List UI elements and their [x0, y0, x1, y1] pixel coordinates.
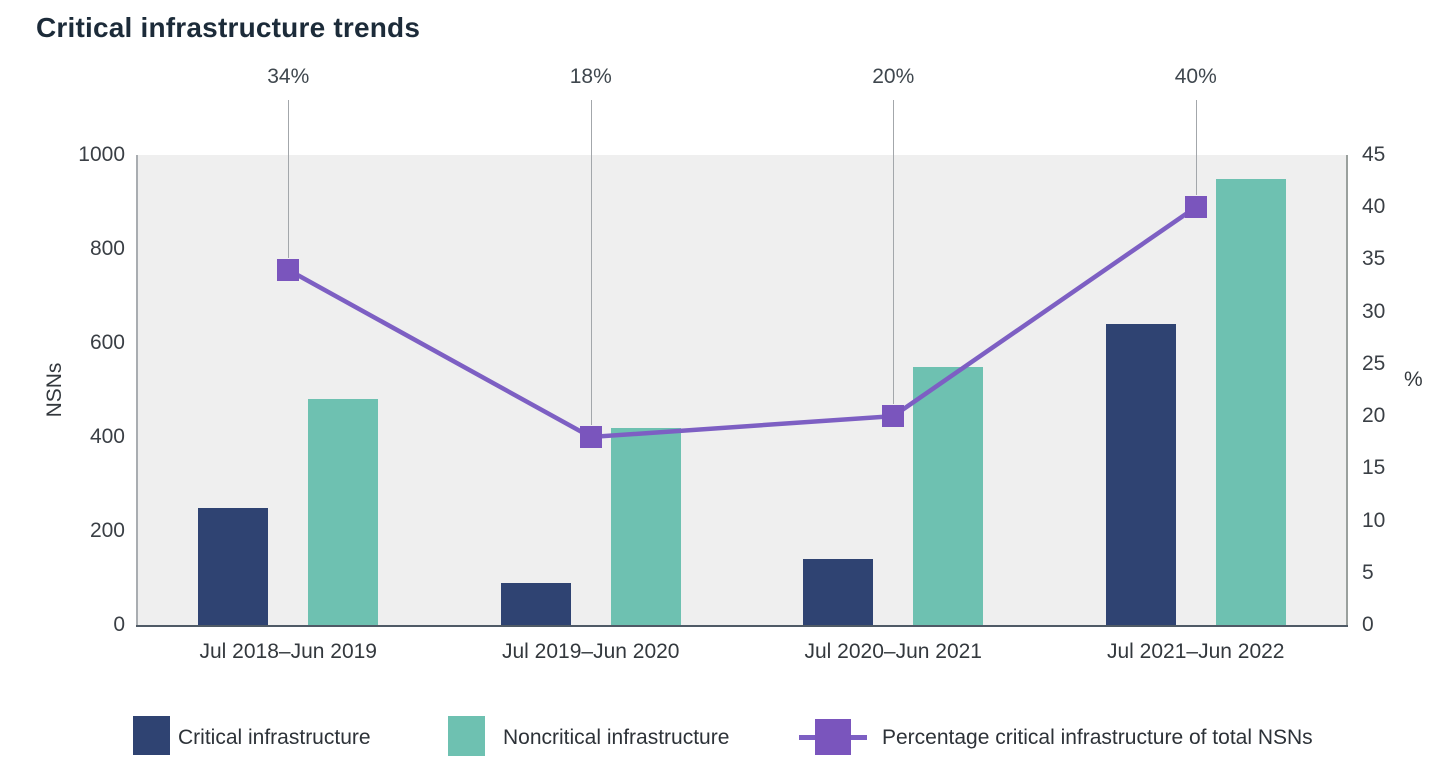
y-right-tick-40: 40: [1362, 195, 1386, 219]
y-left-tick-800: 800: [89, 237, 125, 260]
y-left-tick-0: 0: [113, 613, 125, 636]
bar-noncritical-1: [610, 427, 681, 625]
annotation-label-2: 20%: [872, 65, 915, 88]
bar-critical-2: [803, 559, 874, 625]
bar-critical-1: [500, 582, 571, 625]
percentage-legend-marker: [815, 719, 851, 755]
x-tick-0: Jul 2018–Jun 2019: [199, 640, 378, 663]
bar-critical-3: [1105, 324, 1176, 625]
percentage-marker-2: [882, 405, 905, 428]
annotation-callout-line-1: [590, 100, 592, 425]
critical-legend-label: Critical infrastructure: [178, 726, 371, 749]
y-right-tick-45: 45: [1362, 143, 1386, 166]
percentage-legend-label: Percentage critical infrastructure of to…: [882, 726, 1313, 749]
left-axis-line: [136, 155, 138, 625]
y-left-axis-title: NSNs: [43, 362, 66, 418]
noncritical-legend-label: Noncritical infrastructure: [503, 726, 730, 749]
annotation-callout-line-3: [1195, 100, 1197, 196]
annotation-callout-line-2: [893, 100, 895, 405]
noncritical-legend-swatch: [448, 716, 485, 756]
y-left-tick-1000: 1000: [78, 143, 125, 166]
bar-noncritical-3: [1215, 178, 1286, 625]
y-right-tick-30: 30: [1362, 299, 1386, 323]
right-axis-line: [1346, 155, 1348, 627]
y-right-tick-35: 35: [1362, 247, 1386, 271]
y-right-tick-20: 20: [1362, 404, 1386, 428]
bar-critical-0: [198, 507, 269, 625]
y-left-tick-200: 200: [89, 519, 125, 542]
bar-noncritical-0: [308, 399, 379, 625]
y-right-tick-10: 10: [1362, 508, 1386, 532]
bar-noncritical-2: [913, 366, 984, 625]
x-tick-1: Jul 2019–Jun 2020: [502, 640, 680, 663]
y-right-tick-0: 0: [1362, 613, 1374, 636]
y-right-tick-15: 15: [1362, 456, 1386, 480]
y-right-tick-25: 25: [1362, 351, 1386, 375]
annotation-callout-line-0: [288, 100, 290, 258]
annotation-label-0: 34%: [267, 65, 310, 88]
annotation-label-3: 40%: [1174, 65, 1217, 88]
x-tick-2: Jul 2020–Jun 2021: [804, 640, 983, 663]
percentage-marker-1: [579, 426, 602, 448]
bottom-axis-line: [136, 625, 1348, 627]
y-left-tick-400: 400: [89, 425, 125, 448]
percentage-marker-3: [1184, 196, 1207, 219]
percentage-marker-0: [277, 258, 300, 281]
y-left-tick-600: 600: [89, 331, 125, 354]
y-right-tick-5: 5: [1362, 560, 1374, 584]
y-right-axis-title: %: [1404, 368, 1423, 391]
annotation-label-1: 18%: [569, 65, 612, 88]
critical-legend-swatch: [133, 716, 170, 755]
x-tick-3: Jul 2021–Jun 2022: [1107, 640, 1285, 663]
chart-title: Critical infrastructure trends: [36, 12, 421, 43]
